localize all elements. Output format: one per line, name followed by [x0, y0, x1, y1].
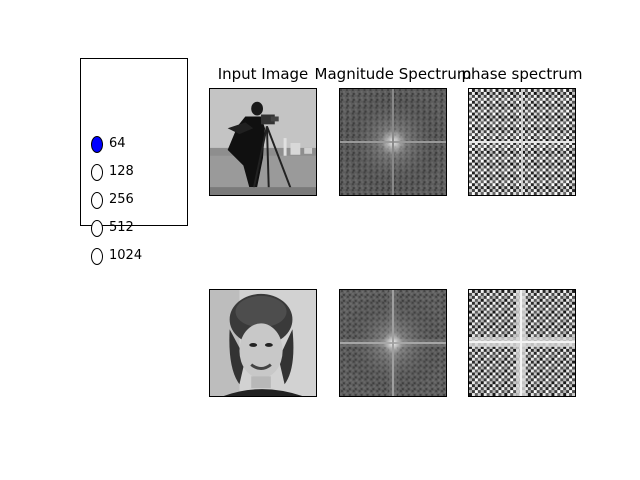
radio-circle-64[interactable] — [91, 135, 103, 153]
input-image-title: Input Image — [217, 65, 309, 83]
radio-label-256: 256 — [109, 192, 134, 207]
phase-spectrum-2 — [468, 289, 576, 397]
woman-portrait-photo — [210, 290, 316, 396]
radio-option-256[interactable]: 256 — [91, 191, 134, 209]
phase-spectrum-image-1 — [469, 89, 575, 195]
radio-option-64[interactable]: 64 — [91, 135, 126, 153]
radio-circle-256[interactable] — [91, 191, 103, 209]
size-radio-panel: 64 128 256 512 1024 — [80, 58, 188, 265]
radio-circle-1024[interactable] — [91, 247, 103, 265]
radio-option-1024[interactable]: 1024 — [91, 247, 142, 265]
magnitude-spectrum-1 — [339, 88, 447, 196]
radio-circle-128[interactable] — [91, 163, 103, 181]
input-image-portrait — [209, 289, 317, 397]
magnitude-spectrum-2 — [339, 289, 447, 397]
radio-label-512: 512 — [109, 220, 134, 235]
magnitude-spectrum-image-2 — [340, 290, 446, 396]
radio-label-1024: 1024 — [109, 248, 143, 263]
radio-option-128[interactable]: 128 — [91, 163, 134, 181]
phase-spectrum-1 — [468, 88, 576, 196]
phase-spectrum-image-2 — [469, 290, 575, 396]
radio-circle-512[interactable] — [91, 219, 103, 237]
phase-spectrum-title: phase spectrum — [461, 65, 583, 83]
radio-label-64: 64 — [109, 136, 126, 151]
radio-label-128: 128 — [109, 164, 134, 179]
magnitude-spectrum-title: Magnitude Spectrum — [314, 65, 472, 83]
magnitude-spectrum-image-1 — [340, 89, 446, 195]
cameraman-photo — [210, 89, 316, 195]
input-image-cameraman — [209, 88, 317, 196]
radio-option-512[interactable]: 512 — [91, 219, 134, 237]
